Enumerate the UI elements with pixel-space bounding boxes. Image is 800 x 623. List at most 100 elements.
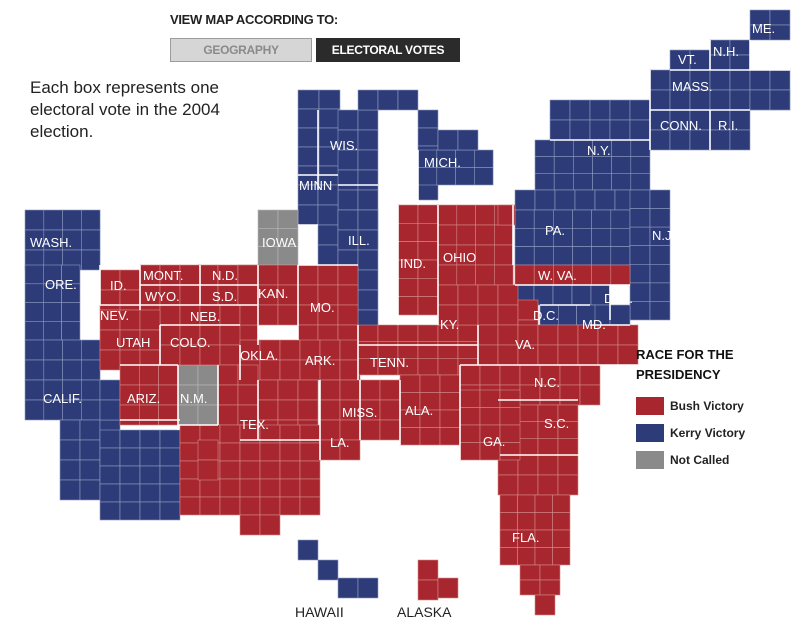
electoral-vote-cell: [297, 539, 319, 561]
electoral-vote-cell: [611, 173, 632, 191]
electoral-vote-cell: [419, 427, 441, 446]
electoral-vote-cell: [79, 479, 101, 501]
electoral-vote-cell: [237, 264, 259, 286]
electoral-vote-cell: [357, 209, 379, 231]
electoral-vote-cell: [537, 474, 559, 496]
electoral-vote-cell: [357, 289, 379, 311]
electoral-vote-cell: [479, 364, 501, 386]
geography-button[interactable]: GEOGRAPHY: [170, 38, 312, 62]
electoral-vote-cell: [457, 324, 479, 343]
electoral-vote-cell: [199, 496, 221, 516]
electoral-vote-cell: [534, 139, 555, 158]
electoral-vote-cell: [459, 424, 481, 443]
electoral-vote-cell: [417, 296, 439, 316]
electoral-vote-cell: [317, 559, 339, 581]
electoral-vote-cell: [259, 359, 281, 381]
electoral-vote-cell: [497, 474, 519, 496]
state-label: ME.: [752, 21, 775, 36]
view-toggle-title: VIEW MAP ACCORDING TO:: [170, 12, 338, 27]
electoral-vote-cell: [139, 483, 161, 503]
electoral-vote-cell: [473, 149, 494, 168]
electoral-vote-cell: [437, 204, 458, 226]
electoral-vote-cell: [594, 189, 616, 211]
electoral-vote-cell: [517, 454, 539, 476]
electoral-vote-cell: [297, 204, 319, 226]
electoral-vote-cell: [589, 119, 611, 141]
electoral-vote-cell: [517, 437, 539, 456]
electoral-vote-cell: [119, 501, 141, 521]
electoral-vote-cell: [456, 224, 476, 246]
legend-label-bush: Bush Victory: [670, 399, 744, 413]
electoral-vote-cell: [439, 374, 461, 393]
electoral-vote-cell: [339, 359, 361, 381]
electoral-vote-cell: [197, 439, 219, 461]
electoral-vote-cell: [179, 424, 201, 444]
electoral-vote-cell: [81, 209, 101, 231]
electoral-vote-cell: [417, 127, 439, 147]
electoral-vote-cell: [649, 69, 671, 91]
electoral-vote-cell: [297, 264, 319, 286]
legend-swatch-bush: [636, 397, 664, 415]
electoral-vote-cell: [552, 284, 573, 306]
electoral-vote-cell: [317, 224, 339, 246]
electoral-vote-cell: [318, 89, 341, 110]
electoral-vote-cell: [24, 283, 44, 303]
electoral-vote-cell: [553, 139, 574, 158]
electoral-vote-cell: [317, 244, 339, 266]
electoral-vote-cell: [475, 204, 495, 226]
state-label: ARIZ.: [127, 391, 160, 406]
electoral-vote-cell: [649, 208, 671, 228]
electoral-vote-cell: [475, 224, 495, 246]
electoral-vote-cell: [475, 244, 495, 266]
electoral-vote-cell: [159, 465, 181, 485]
electoral-vote-cell: [337, 209, 359, 231]
electoral-vote-cell: [337, 149, 359, 171]
electoral-vote-cell: [436, 167, 456, 186]
electoral-vote-cell: [297, 127, 320, 148]
state-label: N.C.: [534, 375, 560, 390]
electoral-vote-cell: [43, 209, 63, 231]
electoral-vote-cell: [479, 389, 501, 408]
state-label: N.M.: [180, 391, 207, 406]
electoral-vote-cell: [337, 189, 359, 211]
electoral-vote-cell: [24, 379, 45, 401]
electoral-vote-cell: [197, 404, 219, 426]
electoral-vote-cell: [591, 246, 612, 266]
electoral-vote-cell: [456, 204, 476, 226]
electoral-vote-cell: [159, 501, 181, 521]
electoral-vote-cell: [552, 494, 571, 513]
electoral-votes-button[interactable]: ELECTORAL VOTES: [316, 38, 460, 62]
electoral-vote-cell: [299, 442, 321, 462]
electoral-vote-cell: [534, 547, 553, 566]
electoral-vote-cell: [297, 108, 320, 129]
electoral-vote-cell: [259, 514, 281, 536]
electoral-vote-cell: [339, 379, 361, 401]
electoral-vote-cell: [769, 24, 791, 41]
electoral-vote-cell: [139, 501, 161, 521]
electoral-vote-cell: [457, 304, 479, 326]
electoral-vote-cell: [557, 437, 579, 456]
electoral-vote-cell: [473, 167, 494, 186]
electoral-vote-cell: [459, 442, 481, 461]
electoral-vote-cell: [237, 284, 259, 306]
electoral-vote-cell: [592, 156, 613, 174]
electoral-vote-cell: [517, 474, 539, 496]
electoral-vote-cell: [477, 324, 499, 346]
electoral-vote-cell: [397, 324, 419, 343]
electoral-vote-cell: [379, 419, 401, 441]
electoral-vote-cell: [729, 89, 751, 111]
electoral-vote-cell: [81, 229, 101, 251]
electoral-vote-cell: [337, 304, 359, 326]
electoral-vote-cell: [610, 264, 631, 286]
electoral-vote-cell: [119, 429, 141, 449]
electoral-vote-cell: [477, 344, 499, 366]
state-label: TEX.: [240, 417, 269, 432]
state-label: LA.: [330, 435, 350, 450]
electoral-vote-cell: [649, 301, 671, 321]
electoral-vote-cell: [379, 399, 401, 421]
electoral-vote-cell: [59, 479, 81, 501]
electoral-vote-cell: [609, 119, 631, 141]
electoral-vote-cell: [359, 379, 381, 401]
electoral-vote-cell: [572, 246, 593, 266]
view-toggle: VIEW MAP ACCORDING TO: GEOGRAPHY ELECTOR…: [170, 12, 460, 62]
